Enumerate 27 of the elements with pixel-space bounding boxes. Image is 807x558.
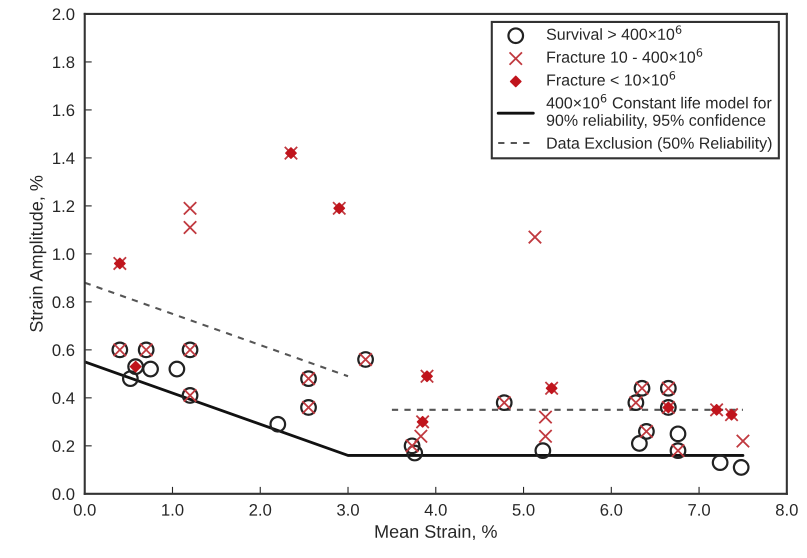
y-axis-title: Strain Amplitude, %	[29, 176, 46, 332]
y-tick-label: 0.0	[52, 488, 74, 500]
legend-label: 400×10$^{6}$ Constant life model for 90% reliability, 95% confidence	[546, 94, 772, 130]
x-tick-label: 7.0	[688, 504, 710, 516]
y-tick-label: 0.2	[52, 440, 74, 452]
x-tick-label: 4.0	[424, 504, 447, 516]
legend-label: Survival > 400×10$^{6}$	[546, 25, 682, 40]
y-tick-label: 1.4	[53, 152, 75, 164]
x-tick-label: 1.0	[162, 504, 184, 516]
y-tick-label: 1.6	[53, 104, 74, 116]
y-tick-label: 1.0	[53, 248, 74, 260]
x-axis-title: Mean Strain, %	[376, 524, 497, 540]
x-tick-label: 3.0	[337, 504, 359, 516]
y-tick-label: 0.6	[52, 344, 74, 356]
y-tick-label: 2.0	[52, 8, 74, 20]
legend-label: Fracture < 10×10$^{6}$	[547, 71, 676, 86]
x-tick-label: 8.0	[776, 504, 798, 516]
y-tick-label: 0.4	[52, 392, 75, 404]
x-tick-label: 5.0	[512, 504, 534, 516]
y-tick-label: 0.8	[52, 296, 74, 308]
legend-label: Fracture 10 - 400×10$^{6}$	[547, 48, 702, 63]
x-tick-label: 2.0	[250, 504, 272, 516]
x-tick-label: 0.0	[74, 504, 96, 516]
y-tick-label: 1.2	[53, 200, 74, 212]
y-tick-label: 1.8	[53, 56, 74, 68]
legend-label: Data Exclusion (50% Reliability)	[547, 137, 772, 152]
x-tick-label: 6.0	[600, 504, 622, 516]
